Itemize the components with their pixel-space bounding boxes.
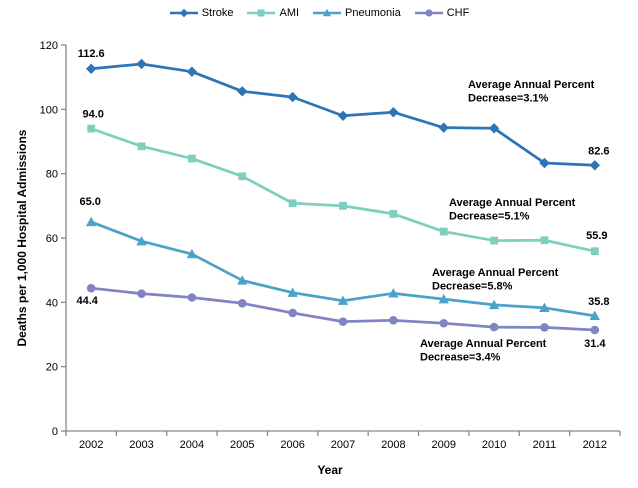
legend-label-stroke: Stroke <box>201 7 234 19</box>
data-label-chf-last: 31.4 <box>584 338 606 350</box>
circle-marker <box>425 9 433 17</box>
triangle-marker <box>488 299 500 310</box>
circle-marker <box>389 316 398 325</box>
square-marker <box>87 124 96 133</box>
data-label-stroke-first: 112.6 <box>78 48 105 60</box>
annotation-pneumonia: Average Annual Percent <box>432 267 559 279</box>
circle-marker <box>439 318 449 328</box>
annotation-stroke: Average Annual Percent <box>468 79 595 91</box>
square-marker <box>490 236 498 245</box>
x-tick-label: 2008 <box>381 439 405 451</box>
square-marker <box>439 227 448 236</box>
circle-marker <box>288 308 297 318</box>
triangle-marker <box>539 302 550 313</box>
diamond-marker <box>136 58 147 70</box>
x-tick-label: 2004 <box>180 439 204 451</box>
x-tick-label: 2006 <box>280 439 304 451</box>
y-tick-label: 0 <box>52 426 58 438</box>
square-marker <box>288 199 297 208</box>
diamond-marker <box>438 122 449 133</box>
y-tick-label: 120 <box>40 40 58 52</box>
y-tick-label: 60 <box>46 233 58 245</box>
data-label-ami-last: 55.9 <box>586 230 607 242</box>
diamond-marker <box>539 157 550 169</box>
triangle-marker <box>388 288 399 298</box>
diamond-marker <box>337 110 349 121</box>
triangle-marker <box>136 236 147 246</box>
diamond-marker <box>186 66 198 77</box>
square-marker <box>137 142 146 151</box>
square-marker <box>590 247 599 256</box>
annotation-pneumonia: Decrease=5.8% <box>432 281 513 293</box>
x-tick-label: 2007 <box>331 439 355 451</box>
legend-item-ami: AMI <box>246 7 299 19</box>
annotation-ami: Average Annual Percent <box>449 197 576 209</box>
x-tick-label: 2003 <box>129 439 153 451</box>
data-label-pneumonia-last: 35.8 <box>588 296 609 308</box>
triangle-marker <box>322 8 332 17</box>
diamond-marker <box>388 107 399 118</box>
legend-marker-stroke <box>169 8 198 18</box>
square-marker <box>238 172 247 181</box>
square-marker <box>188 154 196 163</box>
annotation-chf: Average Annual Percent <box>420 338 547 350</box>
diamond-marker <box>589 160 601 171</box>
circle-marker <box>590 325 600 335</box>
x-tick-label: 2002 <box>79 439 103 451</box>
legend-item-chf: CHF <box>414 7 470 19</box>
legend-label-ami: AMI <box>279 7 300 19</box>
y-axis-title: Deaths per 1,000 Hospital Admissions <box>15 129 29 347</box>
diamond-marker <box>85 63 97 75</box>
legend-marker-ami <box>247 9 276 17</box>
y-tick-label: 20 <box>46 362 58 374</box>
y-tick-label: 80 <box>46 169 58 181</box>
annotation-ami: Decrease=5.1% <box>449 211 530 223</box>
data-label-stroke-last: 82.6 <box>588 145 609 157</box>
diamond-marker <box>287 91 298 103</box>
x-tick-label: 2005 <box>230 439 254 451</box>
circle-marker <box>338 317 348 326</box>
legend-marker-pneumonia <box>313 8 342 17</box>
triangle-marker <box>589 310 601 321</box>
circle-marker <box>540 323 549 332</box>
legend-marker-chf <box>414 9 443 17</box>
square-marker <box>389 209 398 218</box>
triangle-marker <box>337 295 349 305</box>
x-axis-title: Year <box>317 463 343 477</box>
square-marker <box>257 9 265 17</box>
triangle-marker <box>287 287 298 297</box>
x-tick-label: 2011 <box>533 439 557 451</box>
circle-marker <box>86 283 96 293</box>
circle-marker <box>237 298 247 308</box>
legend-label-pneumonia: Pneumonia <box>345 7 401 19</box>
y-tick-label: 40 <box>46 297 58 309</box>
data-label-chf-first: 44.4 <box>76 295 98 307</box>
legend-label-chf: CHF <box>446 7 470 19</box>
y-tick-label: 100 <box>40 104 58 116</box>
triangle-marker <box>237 275 248 285</box>
triangle-marker <box>186 248 198 259</box>
annotation-stroke: Decrease=3.1% <box>468 93 549 105</box>
triangle-marker <box>438 293 449 304</box>
circle-marker <box>187 293 197 302</box>
triangle-marker <box>85 216 97 227</box>
annotation-chf: Decrease=3.4% <box>420 352 501 364</box>
x-tick-label: 2009 <box>431 439 455 451</box>
legend-item-stroke: Stroke <box>169 7 234 19</box>
diamond-marker <box>488 123 500 134</box>
circle-marker <box>489 322 499 332</box>
square-marker <box>540 236 549 245</box>
circle-marker <box>137 289 146 298</box>
data-label-pneumonia-first: 65.0 <box>79 196 100 208</box>
square-marker <box>339 201 347 210</box>
x-tick-label: 2010 <box>482 439 506 451</box>
legend-item-pneumonia: Pneumonia <box>312 7 401 19</box>
data-label-ami-first: 94.0 <box>82 109 103 121</box>
x-tick-label: 2012 <box>583 439 607 451</box>
diamond-marker <box>237 86 248 97</box>
chart-legend: Stroke AMI Pneumonia CHF <box>0 7 638 19</box>
